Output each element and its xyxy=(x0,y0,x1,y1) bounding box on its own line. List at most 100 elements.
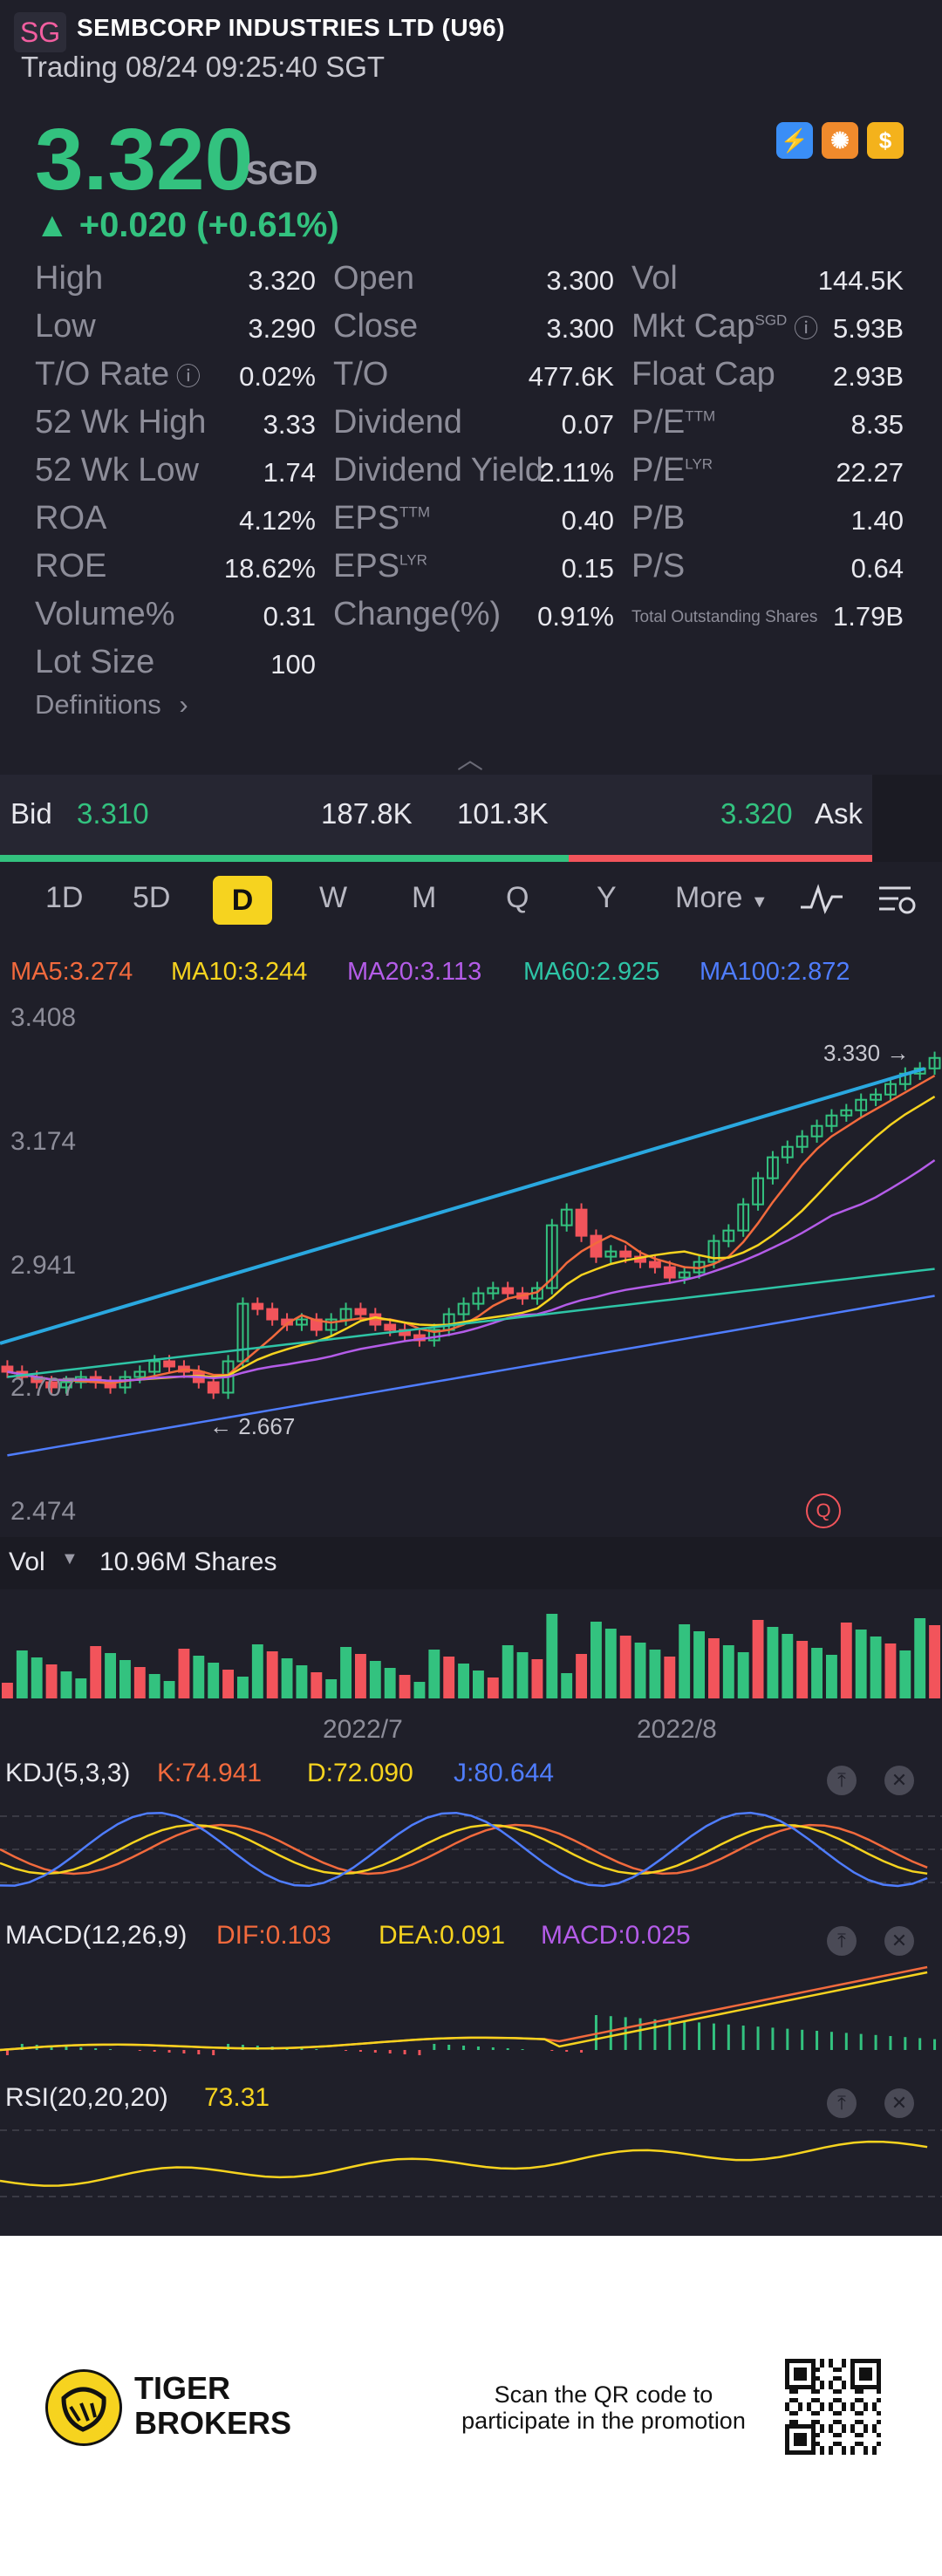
volume-bar xyxy=(251,1644,263,1698)
rsi-value: 73.31 xyxy=(204,2083,270,2112)
stat-label-text: Lot Size xyxy=(35,644,155,680)
stock-name: SEMBCORP INDUSTRIES LTD (U96) xyxy=(77,14,506,41)
stat-label: Open xyxy=(333,260,414,297)
stat-value: 2.11% xyxy=(539,457,614,488)
volume-bar xyxy=(384,1668,396,1698)
date-axis-tick: 2022/7 xyxy=(323,1715,403,1744)
stat-label: EPSTTM xyxy=(333,500,430,537)
stat-value: 0.07 xyxy=(561,409,614,440)
definitions-label: Definitions xyxy=(35,689,161,720)
stat-label-text: Dividend Yield xyxy=(333,452,543,489)
volume-bar xyxy=(325,1679,338,1698)
tab-day[interactable]: D xyxy=(213,876,272,925)
volume-bar xyxy=(31,1657,43,1698)
volume-bar xyxy=(914,1618,926,1698)
pin-top-icon[interactable]: ⤒ xyxy=(827,1766,857,1795)
candle xyxy=(545,1224,558,1289)
candle xyxy=(457,1302,470,1315)
header xyxy=(0,0,942,105)
tab-1d[interactable]: 1D xyxy=(45,881,84,914)
tab-week[interactable]: W xyxy=(319,881,348,914)
candle xyxy=(575,1208,588,1237)
volume-bar xyxy=(148,1674,160,1698)
volume-chart xyxy=(2,1614,940,1698)
dollar-icon[interactable]: $ xyxy=(867,122,904,159)
stat-value: 8.35 xyxy=(850,409,904,440)
hot-icon[interactable]: ✺ xyxy=(822,122,858,159)
trend-line xyxy=(0,1067,925,1345)
indicator-icon[interactable] xyxy=(799,881,844,920)
pin-top-icon[interactable]: ⤒ xyxy=(827,2088,857,2118)
volume-bar xyxy=(782,1634,794,1698)
volume-bar xyxy=(119,1660,131,1698)
volume-bar xyxy=(516,1652,529,1698)
stat-label: Close xyxy=(333,308,418,345)
chevron-up-icon[interactable]: ︿ xyxy=(457,746,483,775)
close-icon[interactable]: ✕ xyxy=(884,1766,914,1795)
candle xyxy=(296,1318,308,1326)
kdj-d: D:72.090 xyxy=(307,1759,413,1787)
caret-down-icon[interactable]: ▼ xyxy=(61,1549,78,1568)
ask-label: Ask xyxy=(815,797,864,830)
volume-bar xyxy=(752,1620,764,1698)
ma-line xyxy=(7,1075,936,1384)
candle xyxy=(266,1308,279,1321)
price-axis-tick: 3.408 xyxy=(10,1003,77,1032)
stat-label: P/S xyxy=(631,548,685,585)
brand-line-1: TIGER xyxy=(134,2370,231,2406)
price-change: ▲ +0.020 (+0.61%) xyxy=(35,206,339,244)
more-dropdown[interactable]: More ▼ xyxy=(675,881,768,915)
kdj-line xyxy=(0,1811,928,1888)
stat-value: 2.93B xyxy=(832,361,904,392)
last-price: 3.320 xyxy=(35,111,254,208)
scan-line-1: Scan the QR code to xyxy=(494,2381,713,2408)
definitions-link[interactable]: Definitions › xyxy=(35,689,188,721)
stat-label-text: P/E xyxy=(631,404,686,441)
volume-bar xyxy=(884,1643,897,1698)
candle xyxy=(148,1360,161,1373)
price-chart[interactable] xyxy=(0,994,942,1535)
stat-value: 3.300 xyxy=(546,265,614,296)
stat-label-text: Total Outstanding Shares xyxy=(631,608,818,626)
candle xyxy=(767,1156,779,1179)
bid-volume-bar xyxy=(0,855,569,862)
volume-bar xyxy=(693,1631,705,1698)
candle xyxy=(737,1203,750,1232)
stat-value: 100 xyxy=(270,649,316,680)
ma100-label: MA100:2.872 xyxy=(700,958,850,986)
macd-value: MACD:0.025 xyxy=(541,1921,691,1950)
ask-size: 101.3K xyxy=(457,797,549,830)
qr-code xyxy=(785,2359,881,2455)
tab-5d[interactable]: 5D xyxy=(133,881,171,914)
ask-volume-bar xyxy=(569,855,872,862)
volume-bar xyxy=(60,1671,72,1698)
info-icon[interactable]: ⓘ xyxy=(169,363,201,390)
candle xyxy=(752,1177,764,1206)
stat-label-text: Volume% xyxy=(35,596,175,632)
bid-label: Bid xyxy=(10,797,52,830)
vol-label[interactable]: Vol xyxy=(9,1548,45,1576)
volume-bar xyxy=(840,1623,852,1698)
tab-month[interactable]: M xyxy=(412,881,437,914)
lightning-icon[interactable]: ⚡ xyxy=(776,122,813,159)
volume-bar xyxy=(399,1675,411,1698)
pin-top-icon[interactable]: ⤒ xyxy=(827,1926,857,1956)
stat-label: Lot Size xyxy=(35,644,154,681)
volume-bar xyxy=(679,1624,691,1698)
volume-bar xyxy=(899,1650,911,1698)
stat-label-text: T/O Rate xyxy=(35,356,170,393)
candle xyxy=(855,1098,868,1111)
close-icon[interactable]: ✕ xyxy=(884,1926,914,1956)
volume-bar xyxy=(826,1655,837,1698)
tab-quarter[interactable]: Q xyxy=(506,881,529,914)
stat-label: High xyxy=(35,260,103,297)
tab-year[interactable]: Y xyxy=(597,881,617,914)
tiger-logo xyxy=(45,2369,122,2446)
ma-line xyxy=(7,1096,936,1383)
stat-label-sup: LYR xyxy=(685,455,713,473)
close-icon[interactable]: ✕ xyxy=(884,2088,914,2118)
candle xyxy=(663,1266,676,1279)
info-icon[interactable]: ⓘ xyxy=(787,315,819,342)
q-marker-icon[interactable]: Q xyxy=(806,1493,841,1528)
chart-settings-icon[interactable] xyxy=(876,881,918,920)
